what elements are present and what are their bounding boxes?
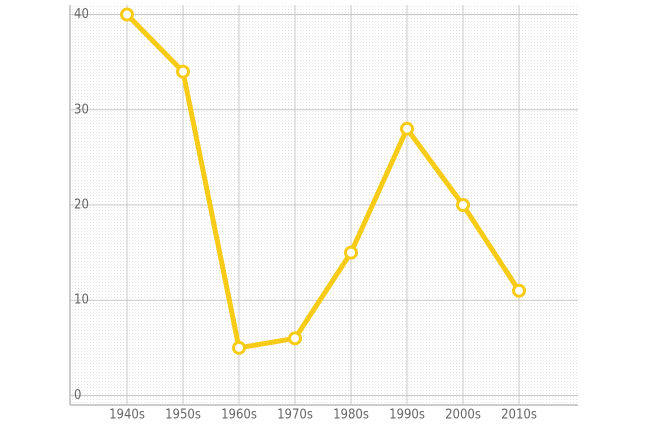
y-tick-label: 0 — [74, 388, 81, 403]
y-tick-label: 30 — [74, 102, 89, 117]
x-tick-label: 1960s — [221, 408, 257, 423]
y-tick-label: 40 — [74, 7, 89, 22]
point — [512, 283, 526, 298]
y-tick-label: 20 — [74, 198, 89, 213]
point — [288, 331, 302, 346]
line — [125, 12, 522, 351]
point — [344, 245, 358, 260]
x-tick-label: 2000s — [445, 408, 481, 423]
x-tick-label: 1970s — [277, 408, 313, 423]
point — [176, 64, 190, 79]
x-tick-label: 1950s — [165, 408, 201, 423]
x-tick-label: 1990s — [389, 408, 425, 423]
point — [456, 198, 470, 212]
x-tick-label: 1940s — [109, 408, 145, 423]
x-tick-label: 2010s — [501, 408, 537, 423]
x-tick-label: 1980s — [333, 408, 369, 423]
y-tick-label: 10 — [74, 293, 89, 308]
point — [400, 121, 414, 136]
point — [232, 340, 246, 355]
point — [120, 7, 134, 22]
